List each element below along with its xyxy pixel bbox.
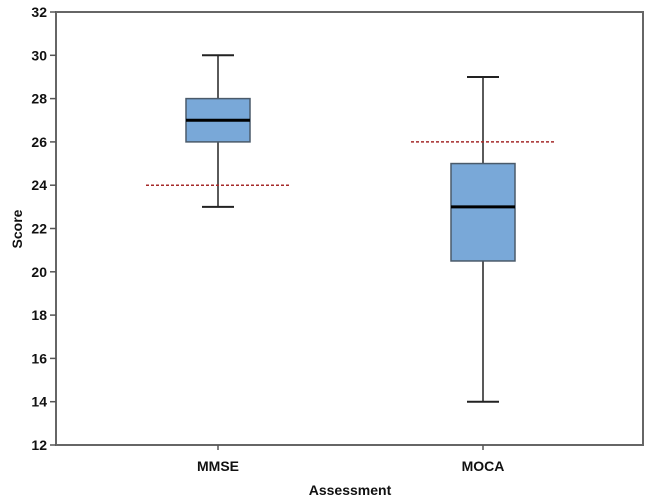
plot-frame-layer <box>55 11 644 446</box>
y-axis-title: Score <box>9 209 25 248</box>
box-group-moca <box>450 75 516 403</box>
y-tick-label: 20 <box>31 264 47 280</box>
cutoff-lines-layer <box>146 141 555 186</box>
y-tick-label: 14 <box>31 394 47 410</box>
y-axis-ticks: 12 14 16 18 20 22 24 26 28 30 32 <box>31 4 56 453</box>
iqr-box <box>450 162 516 262</box>
y-tick-label: 28 <box>31 91 47 107</box>
y-tick-label: 24 <box>31 177 47 193</box>
plot-frame <box>55 11 644 446</box>
y-tick-label: 22 <box>31 221 47 237</box>
x-tick-label: MMSE <box>197 458 239 474</box>
box-group-mmse <box>185 54 251 208</box>
x-tick-label: MOCA <box>462 458 505 474</box>
y-tick-label: 18 <box>31 307 47 323</box>
y-tick-label: 30 <box>31 47 47 63</box>
x-axis-title: Assessment <box>309 482 392 498</box>
y-tick-label: 32 <box>31 4 47 20</box>
y-tick-label: 26 <box>31 134 47 150</box>
x-axis-ticks: MMSE MOCA <box>197 445 504 474</box>
y-tick-label: 12 <box>31 437 47 453</box>
boxes-layer <box>185 54 516 403</box>
y-tick-label: 16 <box>31 350 47 366</box>
